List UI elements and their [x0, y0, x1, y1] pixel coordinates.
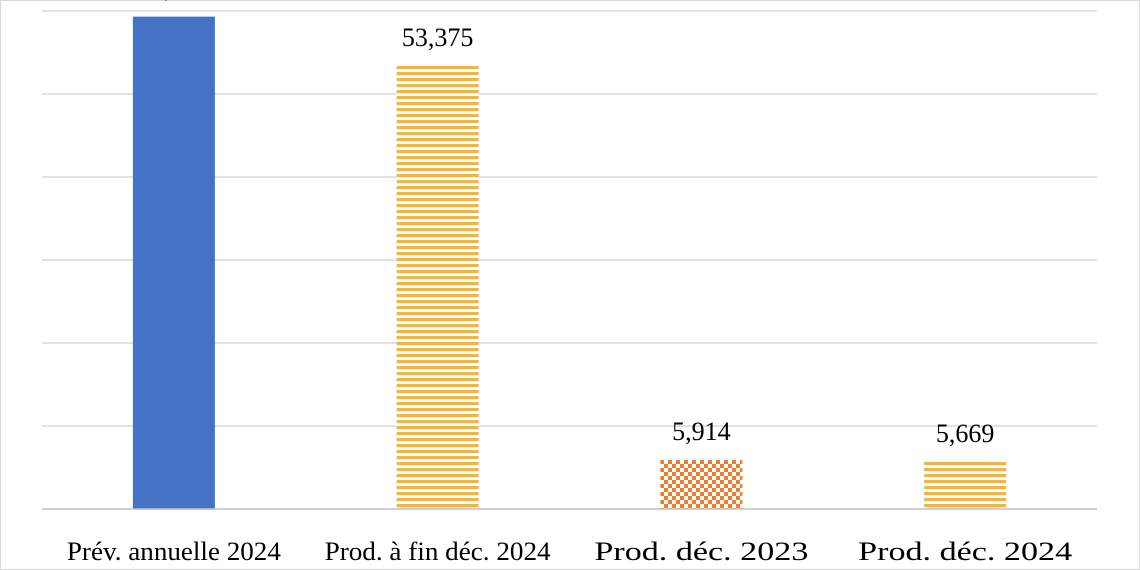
- data-label: 53,375: [402, 23, 474, 52]
- data-label: 5,914: [672, 417, 731, 446]
- data-label: 59,320: [138, 0, 210, 3]
- bars: [132, 16, 1007, 510]
- x-tick-label: Prév. annuelle 2024: [67, 537, 281, 566]
- data-labels: 59,320 53,375 5,914 5,669: [138, 0, 994, 448]
- x-tick-label: Prod. déc. 2024: [858, 537, 1072, 566]
- data-label: 5,669: [936, 419, 995, 448]
- x-tick-label: Prod. déc. 2023: [594, 537, 808, 566]
- bar: [660, 459, 743, 509]
- bar: [132, 16, 215, 509]
- bar: [924, 461, 1007, 509]
- gridlines: [42, 10, 1097, 427]
- x-tick-label: Prod. à fin déc. 2024: [325, 537, 551, 566]
- bar: [396, 65, 479, 510]
- x-tick-labels: Prév. annuelle 2024 Prod. à fin déc. 2024…: [67, 537, 1072, 566]
